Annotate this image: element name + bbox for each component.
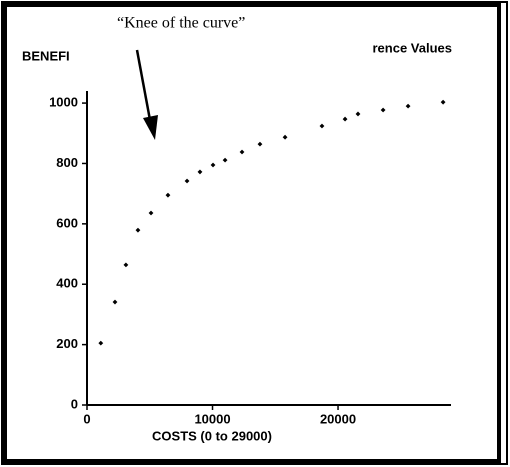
y-tick-label: 200 — [56, 336, 78, 351]
point — [405, 103, 411, 109]
point — [319, 123, 325, 129]
point — [257, 141, 263, 147]
point — [148, 210, 154, 216]
y-tick-label: 800 — [56, 155, 78, 170]
y-tick-label: 0 — [71, 396, 78, 411]
point — [135, 227, 141, 233]
chart-title: rence Values — [373, 40, 453, 55]
x-tick-label: 10000 — [194, 411, 230, 426]
point — [282, 134, 288, 140]
point — [184, 178, 190, 184]
x-tick-label: 0 — [83, 411, 90, 426]
point — [210, 162, 216, 168]
x-tick-label: 20000 — [320, 411, 356, 426]
y-tick-label: 1000 — [49, 95, 78, 110]
y-tick-label: 400 — [56, 276, 78, 291]
x-axis-label: COSTS (0 to 29000) — [152, 428, 272, 443]
point — [440, 99, 446, 105]
point — [197, 169, 203, 175]
point — [98, 340, 104, 346]
annotation-arrowhead — [143, 115, 158, 140]
annotation: “Knee of the curve” — [117, 15, 245, 32]
point — [165, 192, 171, 198]
inner-frame — [3, 3, 501, 463]
point — [112, 299, 118, 305]
point — [123, 262, 129, 268]
y-tick-label: 600 — [56, 215, 78, 230]
annotation-arrow — [135, 49, 152, 121]
point — [355, 111, 361, 117]
chart-title: BENEFI — [22, 48, 70, 63]
